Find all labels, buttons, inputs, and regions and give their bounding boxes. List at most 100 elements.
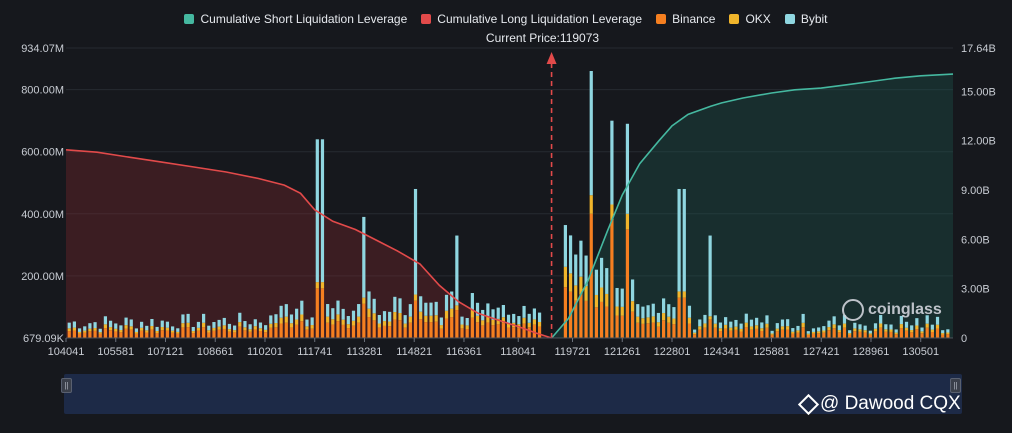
okx-bar — [687, 317, 692, 324]
okx-bar — [202, 322, 206, 328]
range-handle-left[interactable]: || — [61, 378, 72, 393]
binance-bar — [527, 327, 531, 338]
legend-item-okx[interactable]: OKX — [729, 12, 771, 26]
okx-bar — [899, 324, 903, 329]
binance-bar — [315, 288, 319, 338]
legend-item-bybit[interactable]: Bybit — [784, 12, 828, 26]
binance-bar — [677, 297, 681, 338]
x-tick-label: 127421 — [803, 346, 840, 358]
bybit-bar — [336, 300, 340, 315]
range-handle-right[interactable]: || — [950, 378, 961, 393]
binance-bar — [155, 333, 159, 338]
okx-bar — [145, 330, 149, 333]
okx-bar — [129, 326, 133, 330]
y-left-tick-label: 200.00M — [21, 271, 64, 283]
bybit-bar — [191, 326, 195, 332]
legend-swatch — [421, 14, 432, 24]
long-liquidation-line — [65, 149, 552, 339]
binance-bar — [326, 322, 330, 338]
binance-bar — [212, 330, 216, 338]
binance-bar — [884, 331, 888, 338]
okx-bar — [160, 327, 164, 331]
bybit-bar — [124, 317, 128, 326]
bybit-bar — [796, 325, 800, 331]
legend-swatch — [729, 14, 740, 24]
bybit-bar — [894, 329, 898, 333]
bybit-bar — [382, 311, 387, 322]
coinglass-watermark: coinglass — [842, 299, 942, 321]
bybit-bar — [842, 315, 847, 324]
bybit-bar — [465, 318, 469, 326]
binance-bar — [687, 323, 692, 338]
binance-bar — [863, 332, 867, 338]
bybit-bar — [119, 325, 123, 331]
okx-bar — [444, 310, 449, 319]
bybit-bar — [848, 330, 852, 334]
binance-bar — [119, 332, 123, 338]
legend-item-short[interactable]: Cumulative Short Liquidation Leverage — [184, 12, 407, 26]
okx-bar — [775, 328, 779, 332]
bybit-bar — [398, 298, 402, 314]
legend-item-long[interactable]: Cumulative Long Liquidation Leverage — [421, 12, 642, 26]
binance-bar — [398, 320, 402, 338]
long-liquidation-area — [66, 149, 552, 338]
okx-bar — [873, 328, 878, 332]
binance-bar — [651, 322, 655, 338]
okx-bar — [765, 323, 769, 328]
binance-bar — [248, 331, 252, 338]
binance-bar — [336, 321, 340, 338]
binance-bar — [915, 329, 919, 338]
binance-bar — [274, 327, 278, 338]
okx-bar — [708, 316, 712, 320]
binance-bar — [139, 330, 144, 338]
binance-bar — [744, 327, 748, 338]
bybit-bar — [512, 313, 516, 323]
bybit-bar — [295, 308, 299, 320]
bybit-bar — [145, 325, 149, 331]
binance-bar — [103, 328, 108, 338]
current-price-label: Current Price:119073 — [485, 31, 600, 45]
binance-bar — [703, 327, 707, 338]
binance-bar — [170, 332, 175, 338]
bybit-bar — [584, 255, 588, 287]
binance-bar — [920, 333, 924, 338]
range-scrollbar[interactable] — [64, 374, 962, 414]
binance-bar — [646, 323, 650, 338]
bybit-bar — [496, 307, 500, 319]
binance-bar — [403, 327, 407, 338]
bybit-bar — [243, 321, 247, 328]
binance-bar — [512, 327, 516, 338]
binance-bar — [946, 334, 950, 338]
bybit-bar — [708, 235, 712, 317]
binance-bar — [579, 294, 583, 338]
binance-bar — [672, 324, 676, 338]
binance-bar — [501, 323, 505, 338]
coinglass-brand: coinglass — [868, 301, 942, 318]
okx-bar — [279, 317, 283, 324]
bybit-bar — [589, 70, 593, 196]
binance-bar — [615, 315, 619, 338]
binance-bar — [444, 318, 449, 338]
y-left-tick-label: 800.00M — [21, 85, 64, 97]
binance-bar — [713, 327, 717, 338]
bybit-bar — [470, 293, 474, 310]
binance-bar — [346, 328, 350, 338]
binance-bar — [693, 334, 697, 338]
liquidation-bars — [67, 70, 950, 338]
okx-bar — [636, 316, 640, 323]
binance-bar — [667, 322, 671, 338]
binance-bar — [320, 288, 325, 338]
binance-bar — [496, 324, 500, 338]
legend-item-binance[interactable]: Binance — [656, 12, 715, 26]
binance-bar — [207, 332, 211, 338]
bybit-bar — [310, 317, 314, 326]
okx-bar — [863, 330, 867, 333]
bybit-bar — [217, 319, 221, 327]
bybit-bar — [930, 324, 934, 330]
binance-bar — [729, 330, 733, 338]
binance-bar — [822, 332, 826, 338]
bybit-bar — [233, 325, 237, 331]
okx-bar — [925, 323, 929, 328]
legend-label: Bybit — [800, 12, 828, 26]
bybit-bar — [346, 316, 350, 325]
